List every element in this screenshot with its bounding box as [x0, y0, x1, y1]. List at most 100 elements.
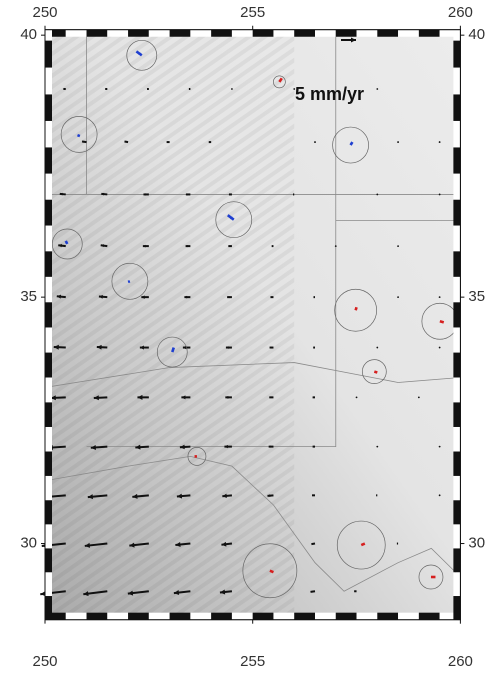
frame-segment	[419, 613, 440, 620]
frame-segment	[45, 68, 52, 95]
velocity-vector	[439, 141, 441, 143]
frame-segment	[45, 378, 52, 403]
velocity-vector	[229, 194, 232, 195]
frame-segment	[453, 41, 460, 68]
frame-segment	[453, 68, 460, 95]
frame-segment	[377, 30, 398, 37]
frame-segment	[453, 147, 460, 173]
frame-segment	[107, 30, 128, 37]
frame-segment	[398, 30, 419, 37]
y-tick-label: 30	[468, 535, 485, 552]
frame-segment	[453, 427, 460, 452]
frame-segment	[128, 30, 149, 37]
frame-segment	[453, 94, 460, 121]
velocity-vector	[82, 141, 87, 143]
frame-segment	[45, 524, 52, 548]
frame-segment	[45, 596, 52, 620]
frame-segment	[45, 277, 52, 302]
frame-segment	[357, 613, 378, 620]
vector-dot	[335, 245, 337, 247]
vector-dot	[439, 446, 441, 448]
frame-segment	[45, 548, 52, 572]
velocity-vector	[376, 88, 378, 90]
vector-dot	[439, 347, 441, 349]
velocity-vector	[397, 543, 398, 544]
x-tick-label: 260	[448, 4, 473, 21]
frame-segment	[453, 524, 460, 548]
frame-segment	[45, 147, 52, 173]
frame-segment	[170, 30, 191, 37]
frame-segment	[336, 30, 357, 37]
frame-segment	[357, 30, 378, 37]
vector-dot	[376, 88, 378, 90]
vector-dot	[376, 446, 378, 448]
vector-dot	[439, 141, 441, 143]
frame-segment	[453, 378, 460, 403]
velocity-vector	[128, 281, 130, 282]
velocity-vector	[269, 396, 273, 398]
velocity-vector	[78, 134, 79, 136]
velocity-vector	[313, 347, 315, 348]
frame-segment	[253, 613, 274, 620]
frame-segment	[45, 402, 52, 427]
velocity-vector	[186, 193, 191, 195]
x-tick-label: 250	[32, 653, 57, 670]
frame-segment	[232, 30, 253, 37]
frame-segment	[253, 30, 274, 37]
frame-segment	[45, 94, 52, 121]
frame-segment	[453, 327, 460, 352]
x-tick-label: 260	[448, 653, 473, 670]
frame-segment	[294, 613, 315, 620]
legend-label: 5 mm/yr	[295, 84, 364, 104]
frame-segment	[273, 30, 294, 37]
velocity-vector	[418, 396, 420, 398]
velocity-vector	[313, 397, 315, 398]
frame-segment	[211, 30, 232, 37]
frame-segment	[190, 613, 211, 620]
vector-dot	[418, 396, 420, 398]
frame-segment	[453, 30, 460, 41]
velocity-vector	[227, 296, 232, 298]
frame-segment	[453, 121, 460, 147]
frame-segment	[45, 174, 52, 200]
frame-segment	[315, 30, 336, 37]
x-tick-label: 255	[240, 4, 265, 21]
frame-segment	[453, 596, 460, 620]
velocity-vector	[335, 245, 337, 247]
velocity-vector	[226, 346, 232, 349]
frame-segment	[336, 613, 357, 620]
velocity-vector	[439, 296, 441, 298]
velocity-vector	[376, 495, 377, 496]
frame-segment	[453, 402, 460, 427]
frame-segment	[315, 613, 336, 620]
frame-segment	[453, 572, 460, 596]
frame-segment	[87, 613, 108, 620]
frame-segment	[66, 30, 87, 37]
vector-dot	[376, 347, 378, 349]
frame-segment	[45, 500, 52, 524]
x-tick-label: 250	[32, 4, 57, 21]
velocity-vector	[147, 89, 149, 90]
frame-segment	[377, 613, 398, 620]
velocity-vector	[195, 456, 197, 457]
velocity-vector	[143, 245, 149, 248]
vector-dot	[356, 396, 358, 398]
frame-segment	[453, 452, 460, 476]
frame-segment	[45, 226, 52, 252]
frame-segment	[45, 427, 52, 452]
velocity-vector	[143, 193, 148, 195]
frame-segment	[45, 302, 52, 327]
velocity-vector	[439, 494, 441, 496]
frame-segment	[45, 200, 52, 226]
frame-segment	[45, 121, 52, 147]
velocity-vector	[311, 543, 315, 545]
frame-segment	[107, 613, 128, 620]
velocity-vector	[312, 495, 315, 496]
velocity-vector	[228, 245, 232, 247]
velocity-vector	[356, 396, 358, 398]
velocity-vector	[397, 141, 399, 143]
vector-dot	[397, 296, 399, 298]
velocity-vector	[374, 371, 377, 372]
frame-segment	[453, 174, 460, 200]
velocity-vector	[376, 194, 378, 196]
